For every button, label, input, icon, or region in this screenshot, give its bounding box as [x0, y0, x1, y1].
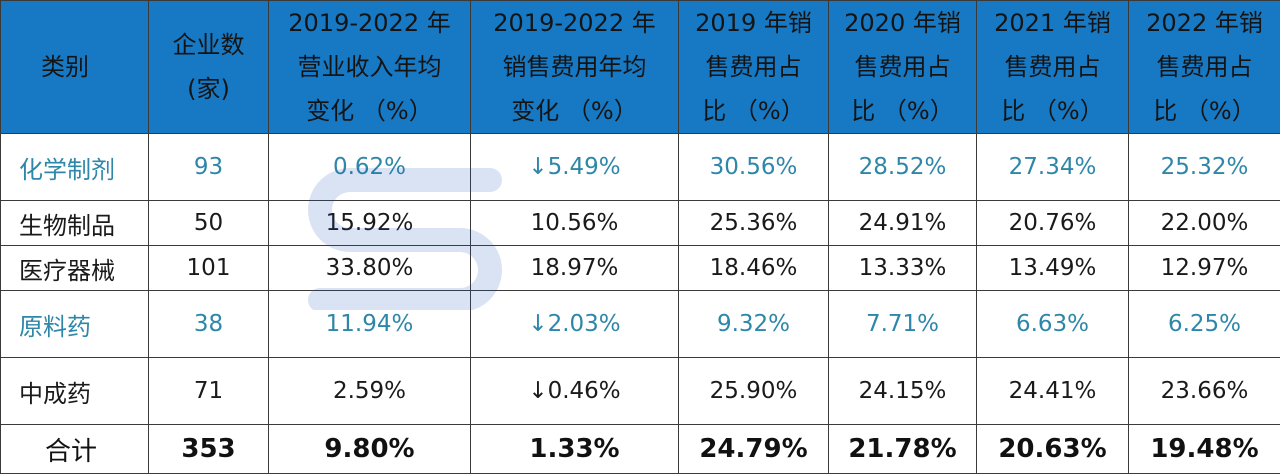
table-cell: 19.48% — [1129, 425, 1280, 474]
table-cell: 20.63% — [977, 425, 1129, 474]
table-cell: 28.52% — [829, 134, 977, 201]
header-2020-ratio: 2020 年销售费用占比 （%） — [829, 1, 977, 134]
header-text: 销售费用年均 — [503, 53, 647, 81]
header-text: (家) — [187, 75, 230, 103]
table-cell: 12.97% — [1129, 246, 1280, 291]
table-cell: 11.94% — [269, 291, 471, 358]
header-text: 变化 （%） — [511, 97, 637, 125]
header-text: 售费用占 — [706, 53, 802, 81]
table-cell: 7.71% — [829, 291, 977, 358]
table-cell: 18.46% — [679, 246, 829, 291]
table-cell: 25.32% — [1129, 134, 1280, 201]
table-cell: 9.32% — [679, 291, 829, 358]
header-text: 2022 年销 — [1146, 9, 1263, 37]
table-cell: 15.92% — [269, 201, 471, 246]
header-text: 售费用占 — [1005, 53, 1101, 81]
header-text: 2019 年销 — [695, 9, 812, 37]
table-cell: 13.49% — [977, 246, 1129, 291]
table-cell: 93 — [149, 134, 269, 201]
header-text: 2019-2022 年 — [493, 9, 655, 37]
table-cell: 30.56% — [679, 134, 829, 201]
table-cell: 27.34% — [977, 134, 1129, 201]
header-text: 2019-2022 年 — [288, 9, 450, 37]
data-table-container: 类别 企业数(家) 2019-2022 年营业收入年均变化 （%） 2019-2… — [0, 0, 1280, 454]
header-text: 类别 — [41, 53, 89, 81]
table-cell: 2.59% — [269, 358, 471, 425]
header-text: 售费用占 — [855, 53, 951, 81]
header-text: 变化 （%） — [306, 97, 432, 125]
table-cell: 23.66% — [1129, 358, 1280, 425]
table-cell: 0.62% — [269, 134, 471, 201]
header-2021-ratio: 2021 年销售费用占比 （%） — [977, 1, 1129, 134]
table-cell: 25.36% — [679, 201, 829, 246]
header-text: 2020 年销 — [844, 9, 961, 37]
header-text: 售费用占 — [1157, 53, 1253, 81]
table-cell: 33.80% — [269, 246, 471, 291]
table-cell: 25.90% — [679, 358, 829, 425]
table-cell: 6.63% — [977, 291, 1129, 358]
table-cell: 22.00% — [1129, 201, 1280, 246]
header-expense-change: 2019-2022 年销售费用年均变化 （%） — [471, 1, 679, 134]
table-cell: 50 — [149, 201, 269, 246]
row-category: 化学制剂 — [1, 134, 149, 201]
header-text: 2021 年销 — [994, 9, 1111, 37]
table-cell: 13.33% — [829, 246, 977, 291]
table-cell: 353 — [149, 425, 269, 474]
table-cell: 1.33% — [471, 425, 679, 474]
table-row: 中成药 71 2.59% ↓0.46% 25.90% 24.15% 24.41%… — [1, 358, 1280, 425]
header-text: 比 （%） — [1153, 97, 1255, 125]
table-cell: 18.97% — [471, 246, 679, 291]
table-row: 生物制品 50 15.92% 10.56% 25.36% 24.91% 20.7… — [1, 201, 1280, 246]
row-category: 合计 — [1, 425, 149, 474]
header-revenue-change: 2019-2022 年营业收入年均变化 （%） — [269, 1, 471, 134]
table-cell: ↓5.49% — [471, 134, 679, 201]
table-cell: 24.91% — [829, 201, 977, 246]
header-row: 类别 企业数(家) 2019-2022 年营业收入年均变化 （%） 2019-2… — [1, 1, 1280, 134]
header-text: 营业收入年均 — [298, 53, 442, 81]
table-cell: 10.56% — [471, 201, 679, 246]
header-text: 企业数 — [173, 31, 245, 59]
table-cell: 6.25% — [1129, 291, 1280, 358]
table-cell: 101 — [149, 246, 269, 291]
table-row: 原料药 38 11.94% ↓2.03% 9.32% 7.71% 6.63% 6… — [1, 291, 1280, 358]
header-2022-ratio: 2022 年销售费用占比 （%） — [1129, 1, 1280, 134]
table-cell: 24.41% — [977, 358, 1129, 425]
header-2019-ratio: 2019 年销售费用占比 （%） — [679, 1, 829, 134]
header-text: 比 （%） — [851, 97, 953, 125]
table-cell: ↓0.46% — [471, 358, 679, 425]
header-text: 比 （%） — [1001, 97, 1103, 125]
header-text: 比 （%） — [702, 97, 804, 125]
table-cell: 24.79% — [679, 425, 829, 474]
row-category: 原料药 — [1, 291, 149, 358]
total-row: 合计 353 9.80% 1.33% 24.79% 21.78% 20.63% … — [1, 425, 1280, 474]
row-category: 医疗器械 — [1, 246, 149, 291]
row-category: 生物制品 — [1, 201, 149, 246]
table-cell: 21.78% — [829, 425, 977, 474]
table-cell: ↓2.03% — [471, 291, 679, 358]
header-category: 类别 — [1, 1, 149, 134]
table-cell: 9.80% — [269, 425, 471, 474]
table-row: 化学制剂 93 0.62% ↓5.49% 30.56% 28.52% 27.34… — [1, 134, 1280, 201]
table-cell: 38 — [149, 291, 269, 358]
table-row: 医疗器械 101 33.80% 18.97% 18.46% 13.33% 13.… — [1, 246, 1280, 291]
table-cell: 20.76% — [977, 201, 1129, 246]
table-cell: 71 — [149, 358, 269, 425]
row-category: 中成药 — [1, 358, 149, 425]
table-cell: 24.15% — [829, 358, 977, 425]
header-company-count: 企业数 (家) — [149, 1, 269, 134]
